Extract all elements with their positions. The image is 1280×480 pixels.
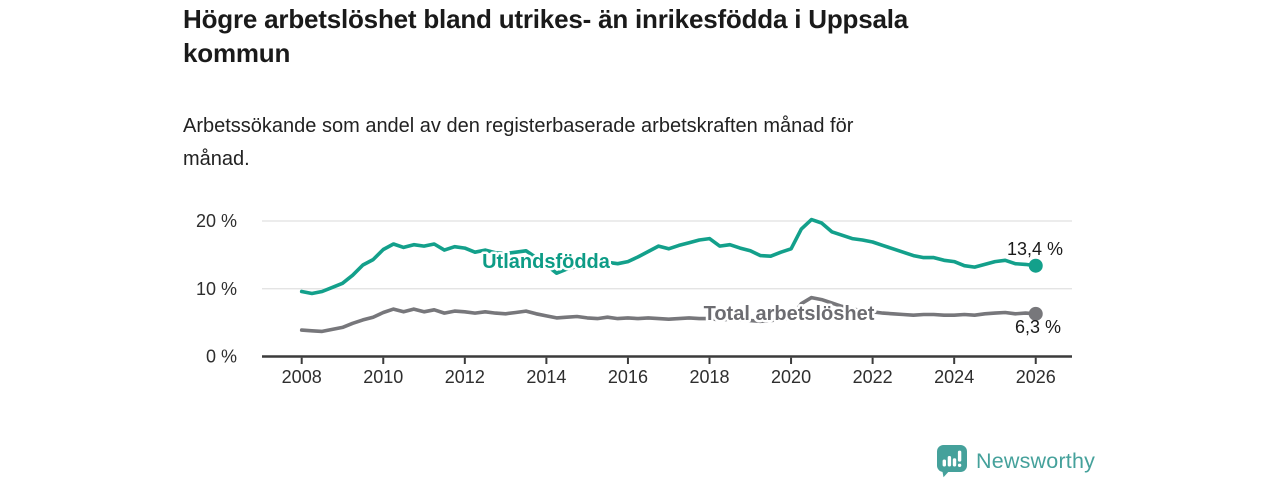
x-tick-label-1: 2010 (363, 367, 403, 387)
series-end-dot-total-arbetsl-shet (1028, 306, 1043, 321)
chart-subtitle-line-2: månad. (183, 148, 250, 170)
page-title-line-2: kommun (183, 38, 291, 68)
newsworthy-logo: Newsworthy (937, 445, 1095, 478)
gridlines (262, 220, 1072, 290)
page-title: Högre arbetslöshet bland utrikes- än inr… (183, 2, 1123, 70)
chart-subtitle: Arbetssökande som andel av den registerb… (183, 110, 1063, 176)
series-label-total-arbetsl-shet: Total arbetslöshet (704, 303, 875, 325)
series-line-total-arbetsl-shet (299, 295, 1038, 334)
y-tick-label-0: 0 % (206, 347, 237, 367)
x-axis (262, 355, 1072, 364)
x-tick-label-2: 2012 (445, 367, 485, 387)
x-tick-label-4: 2016 (608, 367, 648, 387)
y-tick-label-1: 10 % (196, 279, 237, 299)
y-tick-label-2: 20 % (196, 211, 237, 231)
chart-labels: 0 % 10 % 20 % 2008 2010 2012 2014 2016 2018 2020 2… (196, 211, 1063, 387)
newsworthy-wordmark: Newsworthy (976, 449, 1096, 473)
x-tick-label-3: 2014 (526, 367, 566, 387)
page-title-line-1: Högre arbetslöshet bland utrikes- än inr… (183, 4, 909, 34)
end-value-label-total-arbetsl-shet: 6,3 % (1015, 317, 1061, 337)
end-value-label-utlandsf-dda: 13,4 % (1007, 239, 1063, 259)
x-tick-label-7: 2022 (853, 367, 893, 387)
x-tick-label-9: 2026 (1016, 367, 1056, 387)
x-tick-label-0: 2008 (282, 367, 322, 387)
newsworthy-bar-chart-icon (937, 445, 967, 478)
x-tick-label-6: 2020 (771, 367, 811, 387)
chart-subtitle-line-1: Arbetssökande som andel av den registerb… (183, 115, 854, 137)
x-tick-label-5: 2018 (689, 367, 729, 387)
series-lines (299, 217, 1043, 334)
series-label-utlandsf-dda: Utlandsfödda (482, 251, 611, 273)
series-end-dot-utlandsf-dda (1028, 258, 1043, 273)
series-line-utlandsf-dda (299, 217, 1038, 296)
x-tick-label-8: 2024 (934, 367, 974, 387)
